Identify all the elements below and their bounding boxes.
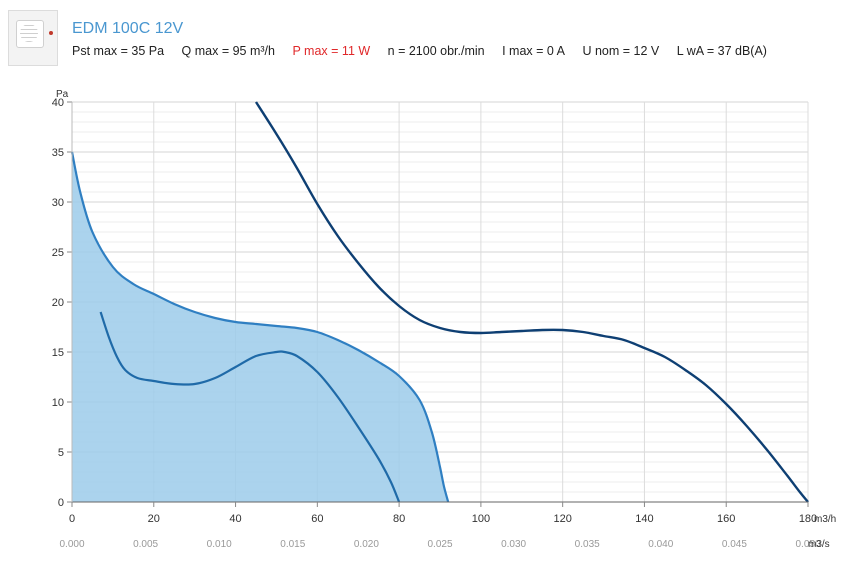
x2-tick-label: 0.020	[354, 539, 379, 550]
y-tick-label: 15	[52, 347, 64, 359]
y-tick-label: 25	[52, 247, 64, 259]
x2-tick-label: 0.030	[501, 539, 526, 550]
y-tick-label: 0	[58, 497, 64, 509]
x2-tick-label: 0.045	[722, 539, 747, 550]
x-tick-label: 100	[472, 513, 490, 525]
x2-tick-label: 0.000	[59, 539, 84, 550]
x-axis-unit: m3/h	[814, 514, 836, 525]
x-tick-label: 120	[553, 513, 571, 525]
x-tick-label: 160	[717, 513, 735, 525]
x2-tick-label: 0.015	[280, 539, 305, 550]
y-tick-label: 10	[52, 397, 64, 409]
x-tick-label: 140	[635, 513, 653, 525]
x2-tick-label: 0.010	[207, 539, 232, 550]
x2-tick-label: 0.005	[133, 539, 158, 550]
x-tick-label: 60	[311, 513, 323, 525]
x2-tick-label: 0.040	[648, 539, 673, 550]
y-tick-label: 30	[52, 197, 64, 209]
y-tick-label: 5	[58, 447, 64, 459]
x-tick-label: 80	[393, 513, 405, 525]
x-tick-label: 20	[148, 513, 160, 525]
fan-curve-area	[72, 152, 448, 502]
x2-tick-label: 0.025	[427, 539, 452, 550]
y-tick-label: 35	[52, 147, 64, 159]
x-tick-label: 0	[69, 513, 75, 525]
x2-axis-unit: m3/s	[808, 539, 830, 550]
x-tick-label: 40	[229, 513, 241, 525]
y-axis-unit: Pa	[56, 89, 69, 100]
y-tick-label: 20	[52, 297, 64, 309]
x2-tick-label: 0.035	[575, 539, 600, 550]
